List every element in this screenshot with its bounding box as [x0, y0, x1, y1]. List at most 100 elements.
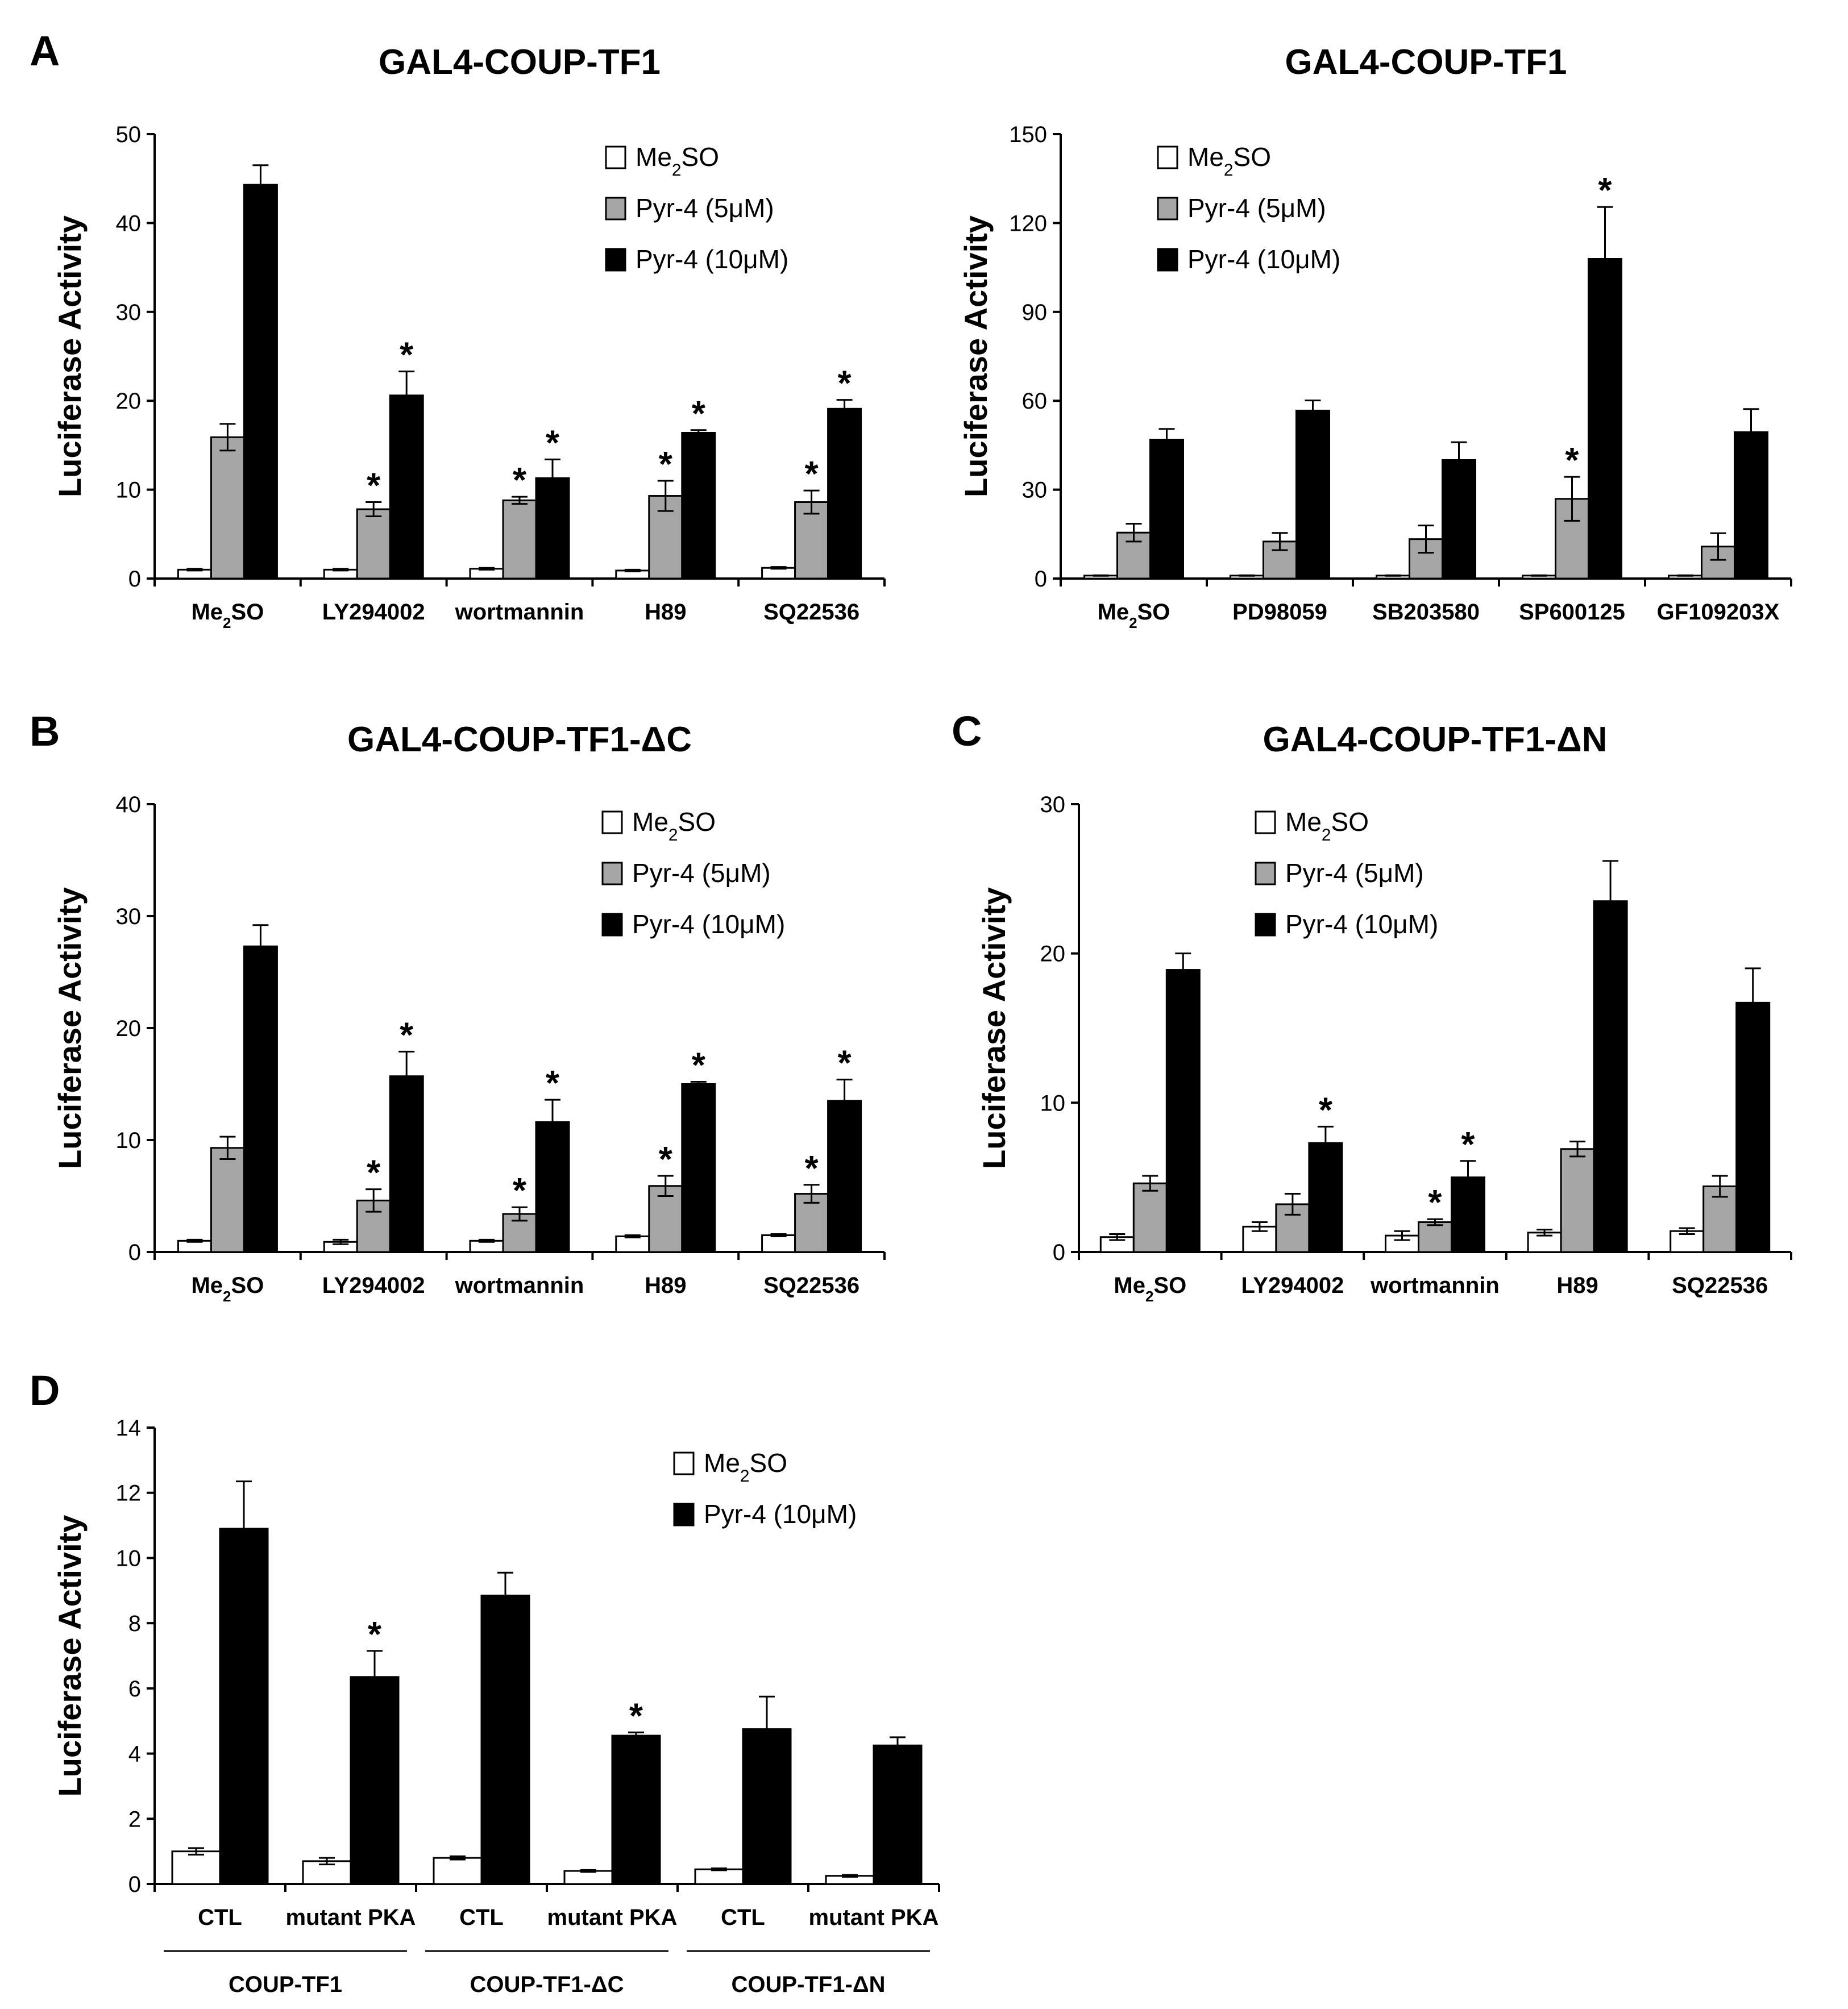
x-category-label: wortmannin: [1370, 1273, 1500, 1298]
chart-panel-D: D Luciferase Activity 0 2 4 6 8 10 12 14 CTL mutant…: [30, 1367, 940, 1997]
legend-label: Pyr-4 (10μM): [636, 244, 788, 274]
y-tick-label: 40: [116, 792, 142, 817]
x-category-label: mutant PKA: [809, 1905, 939, 1930]
y-tick-label: 90: [1022, 300, 1048, 325]
y-tick-label: 40: [116, 211, 142, 236]
bar: [433, 1857, 483, 1885]
bar: [1734, 431, 1768, 580]
bar: [681, 1083, 716, 1253]
x-category-label: CTL: [459, 1905, 504, 1930]
y-tick-label: 30: [116, 300, 142, 325]
significance-star: *: [1461, 1125, 1475, 1164]
bar: [480, 1594, 530, 1885]
y-tick-label: 4: [128, 1742, 141, 1767]
y-tick-label: 20: [1040, 942, 1066, 967]
panel-letter: D: [30, 1367, 60, 1414]
bar: [502, 499, 537, 580]
x-category-label: Me2SO: [191, 600, 264, 631]
y-tick-label: 150: [1009, 122, 1047, 147]
significance-star: *: [659, 1140, 673, 1179]
bar: [243, 945, 278, 1253]
legend-label: Me2SO: [632, 807, 716, 845]
x-category-label: SQ22536: [1672, 1273, 1768, 1298]
x-category-label: H89: [1556, 1273, 1598, 1298]
bar: [615, 1235, 650, 1253]
x-category-label: H89: [645, 600, 686, 625]
x-category-label: GF109203X: [1657, 600, 1780, 625]
x-category-label: LY294002: [322, 1273, 425, 1298]
bar: [219, 1528, 269, 1885]
x-category-label: LY294002: [1241, 1273, 1344, 1298]
significance-star: *: [367, 466, 381, 505]
bar: [210, 1147, 245, 1253]
y-axis-label: Luciferase Activity: [52, 1515, 88, 1797]
significance-star: *: [1598, 171, 1612, 210]
bar: [563, 1870, 613, 1885]
legend-swatch: [1255, 810, 1276, 834]
y-tick-label: 30: [1022, 478, 1048, 503]
bar: [1295, 409, 1330, 580]
x-category-label: Me2SO: [1098, 600, 1170, 631]
bar: [389, 1075, 424, 1253]
significance-star: *: [368, 1615, 382, 1654]
significance-star: *: [1565, 441, 1579, 480]
y-tick-label: 0: [128, 567, 141, 592]
y-tick-label: 50: [116, 122, 142, 147]
significance-star: *: [692, 1046, 706, 1085]
x-category-label: PD98059: [1232, 600, 1327, 625]
y-tick-label: 20: [116, 389, 142, 414]
bar: [243, 184, 278, 580]
legend-swatch: [1255, 913, 1276, 937]
y-tick-label: 10: [116, 1546, 142, 1571]
x-category-label: wortmannin: [455, 600, 584, 625]
bar: [1308, 1142, 1343, 1253]
significance-star: *: [629, 1696, 643, 1736]
x-category-label: H89: [645, 1273, 686, 1298]
bar: [648, 1185, 683, 1253]
legend-swatch: [601, 810, 623, 834]
chart-panel-B: B GAL4-COUP-TF1-ΔC Luciferase Activity 0 10 2…: [30, 708, 886, 1305]
y-axis-label: Luciferase Activity: [958, 215, 994, 497]
x-category-label: wortmannin: [455, 1273, 584, 1298]
legend-label: Pyr-4 (5μM): [1187, 193, 1326, 223]
legend-label: Me2SO: [1285, 807, 1369, 845]
legend-label: Pyr-4 (5μM): [1285, 858, 1424, 888]
x-category-label: SP600125: [1519, 600, 1625, 625]
x-category-label: SB203580: [1372, 600, 1480, 625]
y-axis-label: Luciferase Activity: [976, 887, 1012, 1169]
bar: [1560, 1148, 1595, 1253]
y-tick-label: 8: [128, 1611, 141, 1636]
significance-star: *: [367, 1154, 381, 1193]
group-label: COUP-TF1: [229, 1972, 342, 1997]
significance-star: *: [400, 1016, 414, 1055]
significance-star: *: [838, 1044, 852, 1083]
legend-label: Pyr-4 (10μM): [1187, 244, 1340, 274]
significance-star: *: [659, 445, 673, 484]
legend-swatch: [1157, 248, 1178, 272]
significance-star: *: [1428, 1183, 1442, 1222]
x-category-label: Me2SO: [1114, 1273, 1186, 1305]
bar: [1593, 900, 1628, 1253]
y-tick-label: 2: [128, 1807, 141, 1832]
y-tick-label: 0: [1053, 1240, 1065, 1265]
bar: [873, 1744, 923, 1885]
x-category-label: CTL: [198, 1905, 242, 1930]
legend-label: Pyr-4 (10μM): [704, 1499, 857, 1529]
x-category-label: LY294002: [322, 600, 425, 625]
panel-letter: B: [30, 708, 60, 755]
panel-letter: C: [952, 708, 982, 755]
significance-star: *: [805, 1149, 819, 1188]
y-tick-label: 30: [116, 904, 142, 929]
legend-swatch: [1255, 862, 1276, 885]
legend-swatch: [605, 145, 626, 169]
bar: [827, 407, 862, 580]
significance-star: *: [546, 423, 560, 463]
significance-star: *: [805, 455, 819, 494]
significance-star: *: [546, 1064, 560, 1103]
chart-title: GAL4-COUP-TF1: [1285, 43, 1567, 82]
y-tick-label: 120: [1009, 211, 1047, 236]
bar: [1555, 498, 1589, 580]
y-tick-label: 0: [128, 1872, 141, 1897]
y-axis-label: Luciferase Activity: [52, 215, 88, 497]
